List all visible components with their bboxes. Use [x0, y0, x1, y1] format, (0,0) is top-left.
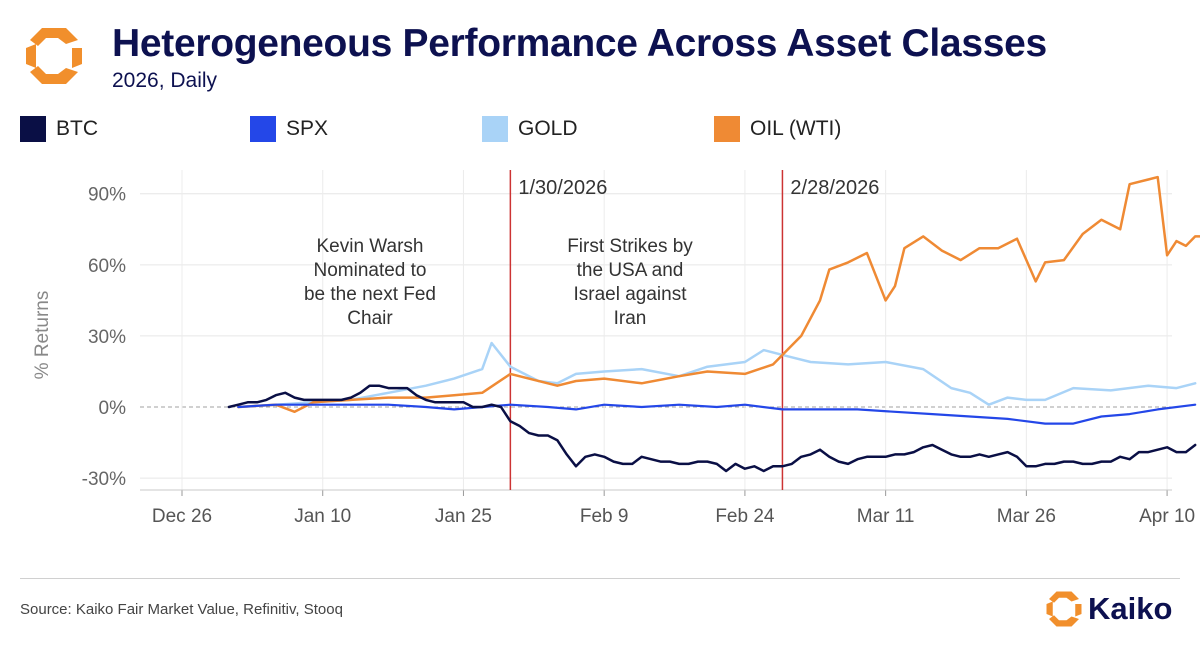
y-axis-label: % Returns	[32, 291, 53, 380]
kaiko-logo-icon	[26, 28, 82, 84]
chart-subtitle: 2026, Daily	[112, 69, 218, 92]
legend-label-spx: SPX	[286, 117, 329, 140]
event-annotation-line: the USA and	[577, 260, 684, 281]
footer-divider	[20, 578, 1180, 579]
x-tick-label: Feb 24	[715, 506, 775, 527]
series-line-btc	[227, 384, 1197, 473]
legend-item-oil[interactable]: OIL (WTI)	[714, 116, 841, 142]
source-note: Source: Kaiko Fair Market Value, Refinit…	[20, 601, 343, 618]
legend-item-spx[interactable]: SPX	[250, 116, 328, 142]
brand-name: Kaiko	[1088, 591, 1173, 626]
event-annotation-line: Kevin Warsh	[317, 236, 424, 257]
line-chart: -30% 0% 30% 60% 90% Dec 26 Jan 10 Jan 25 Feb 9 Fe…	[32, 170, 1200, 527]
x-tick-label: Dec 26	[152, 506, 212, 527]
kaiko-logo-icon	[1046, 591, 1082, 627]
event-annotation-line: Chair	[347, 308, 393, 329]
legend: BTC SPX GOLD OIL (WTI)	[20, 116, 1180, 148]
x-tick-label: Feb 9	[580, 506, 629, 527]
event-annotation-line: be the next Fed	[304, 284, 436, 305]
event-annotation-line: Iran	[614, 308, 647, 329]
legend-label-gold: GOLD	[518, 117, 578, 140]
legend-item-gold[interactable]: GOLD	[482, 116, 578, 142]
legend-swatch-spx	[250, 116, 276, 142]
legend-label-oil: OIL (WTI)	[750, 117, 842, 140]
event-annotation-line: Nominated to	[313, 260, 426, 281]
x-tick-label: Mar 26	[997, 506, 1056, 527]
x-tick-label: Jan 25	[435, 506, 492, 527]
legend-swatch-btc	[20, 116, 46, 142]
series-line-gold	[237, 341, 1197, 409]
chart-title: Heterogeneous Performance Across Asset C…	[112, 22, 1047, 65]
y-tick-label: 90%	[88, 185, 126, 206]
series-line-spx	[237, 403, 1197, 425]
event-annotation-line: Israel against	[573, 284, 687, 305]
y-tick-label: 60%	[88, 256, 126, 277]
x-tick-label: Mar 11	[857, 506, 915, 527]
event-annotation-line: First Strikes by	[567, 236, 693, 257]
series-line-oil-wti	[237, 175, 1200, 414]
y-tick-label: -30%	[82, 469, 126, 490]
event-date-label: 1/30/2026	[518, 177, 607, 199]
event-date-label: 2/28/2026	[790, 177, 879, 199]
brand-logo: Kaiko	[1044, 589, 1172, 629]
y-tick-label: 0%	[99, 398, 127, 419]
legend-item-btc[interactable]: BTC	[20, 116, 98, 142]
y-tick-label: 30%	[88, 327, 126, 348]
x-tick-label: Jan 10	[294, 506, 351, 527]
x-tick-label: Apr 10	[1139, 506, 1195, 527]
legend-label-btc: BTC	[56, 117, 98, 140]
legend-swatch-oil	[714, 116, 740, 142]
legend-swatch-gold	[482, 116, 508, 142]
